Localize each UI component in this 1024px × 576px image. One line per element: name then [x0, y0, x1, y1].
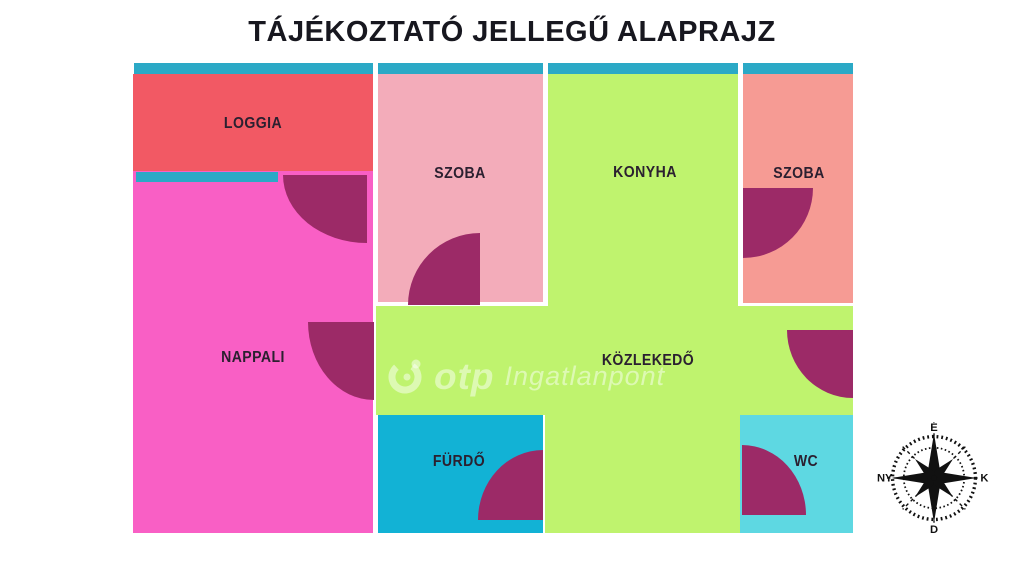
room-label-nappali: NAPPALI: [221, 349, 285, 366]
room-label-konyha: KONYHA: [613, 164, 677, 181]
window-strip-loggia: [134, 63, 373, 74]
room-label-loggia: LOGGIA: [223, 115, 283, 132]
room-kozlekedo-column: [545, 415, 740, 533]
room-loggia: [133, 74, 373, 171]
room-label-furdo: FÜRDŐ: [432, 453, 486, 470]
window-strip-loggia-nappali: [136, 172, 278, 182]
page-title: TÁJÉKOZTATÓ JELLEGŰ ALAPRAJZ: [248, 16, 776, 48]
compass-north-label: É: [930, 422, 938, 434]
compass-west-label: NY: [877, 472, 893, 484]
compass-rose: É D NY K: [877, 422, 989, 534]
room-label-szoba-left: SZOBA: [434, 165, 486, 182]
room-konyha: [548, 74, 738, 308]
room-label-szoba-right: SZOBA: [773, 165, 825, 182]
room-label-wc: WC: [793, 453, 819, 470]
window-strip-szoba-right: [743, 63, 853, 74]
room-kozlekedo-band: [376, 306, 853, 415]
window-strip-konyha: [548, 63, 738, 74]
compass-east-label: K: [980, 472, 988, 484]
window-strip-szoba-left: [378, 63, 543, 74]
room-label-kozlekedo: KÖZLEKEDŐ: [601, 352, 695, 369]
compass-south-label: D: [930, 524, 938, 534]
